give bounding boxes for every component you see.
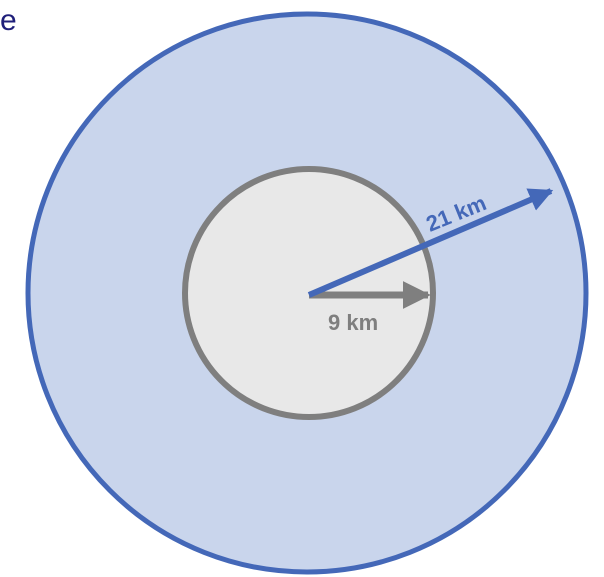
- inner-radius-label: 9 km: [328, 310, 378, 335]
- outer-radius-arrow: [307, 188, 554, 298]
- cropped-title-fragment: e: [0, 4, 17, 37]
